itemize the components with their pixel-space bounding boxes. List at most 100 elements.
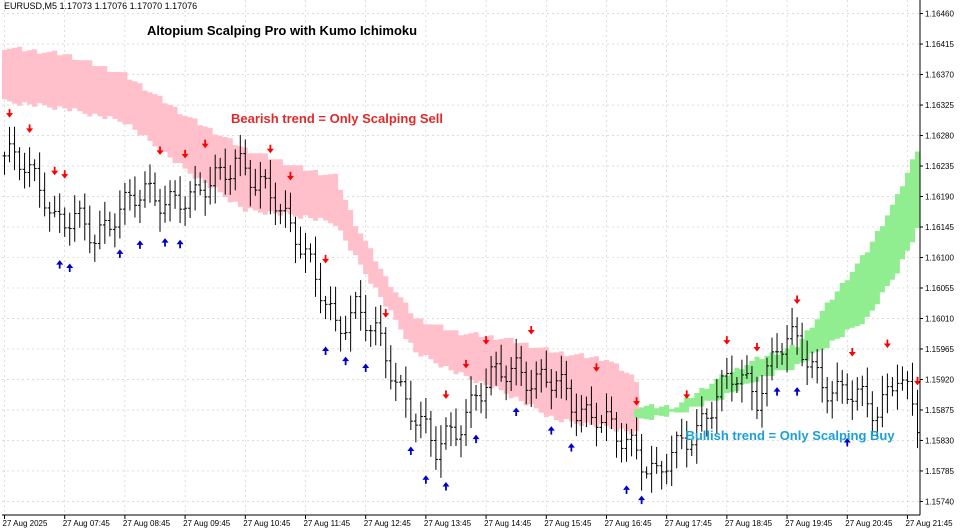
time-tick-label: 27 Aug 08:45 xyxy=(123,519,171,528)
candles-layer xyxy=(2,126,920,493)
buy-arrow-head xyxy=(56,260,64,265)
bullish-annotation: Bullish trend = Only Scalping Buy xyxy=(685,428,895,443)
sell-signal-arrow xyxy=(482,336,490,345)
buy-signal-arrow xyxy=(442,482,450,491)
buy-signal-arrow xyxy=(638,495,646,505)
buy-signal-arrow xyxy=(362,363,370,372)
sell-arrow-head xyxy=(26,128,34,133)
sell-signal-arrow xyxy=(883,339,891,349)
price-tick-label: 1.16010 xyxy=(925,314,954,323)
time-tick-label: 27 Aug 07:45 xyxy=(63,519,111,528)
sell-arrow-head xyxy=(793,299,801,305)
sell-arrow-head xyxy=(482,340,490,345)
sell-signal-arrow xyxy=(181,149,189,159)
price-tick-label: 1.16055 xyxy=(925,284,954,293)
time-tick-label: 27 Aug 2025 xyxy=(3,519,48,528)
price-tick-label: 1.16460 xyxy=(925,10,954,19)
sell-signal-arrow xyxy=(723,336,731,345)
price-tick-label: 1.16415 xyxy=(925,40,954,49)
time-tick-label: 27 Aug 17:45 xyxy=(665,519,713,528)
sell-arrow-head xyxy=(6,113,14,118)
buy-arrow-head xyxy=(116,249,124,254)
buy-arrow-head xyxy=(472,434,480,440)
sell-arrow-head xyxy=(723,340,731,345)
sell-signal-arrow xyxy=(592,363,600,372)
sell-arrow-head xyxy=(442,394,450,399)
price-tick-label: 1.16370 xyxy=(925,71,954,80)
sell-signal-arrow xyxy=(848,348,856,357)
sell-arrow-head xyxy=(683,394,691,399)
price-tick-label: 1.15920 xyxy=(925,375,954,384)
time-tick-label: 27 Aug 18:45 xyxy=(725,519,773,528)
buy-signal-arrow xyxy=(342,356,350,366)
time-tick-label: 27 Aug 19:45 xyxy=(785,519,833,528)
sell-arrow-head xyxy=(527,330,535,335)
sell-signal-arrow xyxy=(527,326,535,335)
sell-signal-arrow xyxy=(683,390,691,399)
buy-arrow-head xyxy=(176,239,184,245)
symbol-label: EURUSD,M5 xyxy=(4,1,57,11)
buy-signal-arrow xyxy=(66,263,74,273)
buy-arrow-head xyxy=(623,485,631,490)
buy-arrow-head xyxy=(442,482,450,487)
time-tick-label: 27 Aug 11:45 xyxy=(303,519,350,528)
buy-signal-arrow xyxy=(793,387,801,396)
bearish-annotation: Bearish trend = Only Scalping Sell xyxy=(231,111,443,126)
sell-signal-arrow xyxy=(913,376,921,386)
labels-layer: EURUSD,M5 1.17073 1.17076 1.17070 1.1707… xyxy=(4,1,895,443)
sell-signal-arrow xyxy=(462,359,470,369)
buy-arrow-head xyxy=(843,437,851,443)
buy-arrow-head xyxy=(362,363,370,368)
sell-arrow-head xyxy=(913,380,921,386)
buy-arrow-head xyxy=(567,443,575,448)
buy-arrow-head xyxy=(136,240,144,245)
price-tick-label: 1.16280 xyxy=(925,132,954,141)
buy-signal-arrow xyxy=(136,240,144,249)
buy-signal-arrow xyxy=(567,443,575,452)
price-tick-label: 1.16100 xyxy=(925,254,954,263)
price-tick-label: 1.15875 xyxy=(925,406,954,415)
sell-signal-arrow xyxy=(26,124,34,133)
time-tick-label: 27 Aug 13:45 xyxy=(424,519,472,528)
time-tick-label: 27 Aug 09:45 xyxy=(183,519,231,528)
buy-signal-arrow xyxy=(422,475,430,484)
price-tick-label: 1.16235 xyxy=(925,162,954,171)
buy-signal-arrow xyxy=(843,437,851,447)
sell-arrow-head xyxy=(181,153,189,159)
sell-arrow-head xyxy=(322,258,330,264)
sell-signal-arrow xyxy=(6,109,14,118)
sell-signal-arrow xyxy=(793,295,801,305)
buy-arrow-head xyxy=(407,446,415,451)
price-tick-label: 1.16325 xyxy=(925,101,954,110)
sell-signal-arrow xyxy=(322,254,330,264)
price-tick-label: 1.15965 xyxy=(925,345,954,354)
buy-arrow-head xyxy=(322,346,330,352)
buy-arrow-head xyxy=(512,407,520,412)
sell-arrow-head xyxy=(848,352,856,357)
sell-arrow-head xyxy=(633,401,641,406)
time-tick-label: 27 Aug 10:45 xyxy=(243,519,291,528)
signal-arrows-layer xyxy=(6,109,921,505)
buy-arrow-head xyxy=(422,475,430,480)
sell-signal-arrow xyxy=(266,144,274,154)
sell-arrow-head xyxy=(753,346,761,352)
price-tick-label: 1.15740 xyxy=(925,497,954,506)
time-tick-label: 27 Aug 21:45 xyxy=(905,519,953,528)
sell-arrow-head xyxy=(382,313,390,318)
sell-arrow-head xyxy=(61,174,69,179)
buy-signal-arrow xyxy=(322,346,330,356)
price-tick-label: 1.16145 xyxy=(925,223,954,232)
buy-signal-arrow xyxy=(161,238,169,247)
buy-signal-arrow xyxy=(472,434,480,444)
sell-signal-arrow xyxy=(382,309,390,318)
sell-arrow-head xyxy=(156,150,164,155)
sell-arrow-head xyxy=(266,148,274,154)
buy-arrow-head xyxy=(793,387,801,392)
symbol-header: EURUSD,M5 1.17073 1.17076 1.17070 1.1707… xyxy=(4,1,197,11)
price-tick-label: 1.15830 xyxy=(925,436,954,445)
price-tick-label: 1.16190 xyxy=(925,193,954,202)
time-tick-label: 27 Aug 15:45 xyxy=(544,519,592,528)
sell-signal-arrow xyxy=(286,171,294,181)
